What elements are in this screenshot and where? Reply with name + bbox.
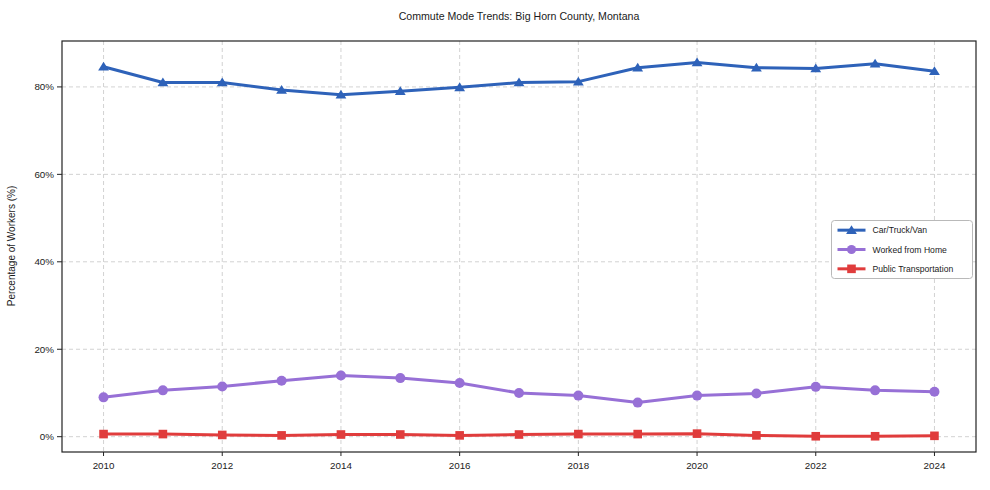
legend-item-car-truck-van: Car/Truck/Van — [838, 225, 928, 235]
square-marker — [574, 430, 583, 439]
circle-marker — [573, 391, 583, 401]
circle-marker — [514, 388, 524, 398]
square-marker — [515, 430, 524, 439]
square-marker — [337, 430, 346, 439]
legend-circle-marker-icon — [847, 245, 856, 254]
circle-marker — [395, 373, 405, 383]
square-marker — [99, 430, 108, 439]
chart-canvas: Commute Mode Trends: Big Horn County, Mo… — [0, 0, 990, 490]
chart-figure: Commute Mode Trends: Big Horn County, Mo… — [0, 0, 990, 490]
circle-marker — [870, 385, 880, 395]
legend-label: Car/Truck/Van — [873, 225, 928, 235]
x-tick-label: 2012 — [211, 460, 233, 471]
circle-marker — [336, 370, 346, 380]
square-marker — [277, 431, 286, 440]
legend-label: Worked from Home — [873, 245, 948, 255]
x-tick-label: 2016 — [449, 460, 471, 471]
plot-area: 2010 2012 2014 2016 2018 2020 2022 2024 0% 20% 40%… — [34, 41, 976, 471]
square-marker — [633, 430, 642, 439]
x-tick-label: 2018 — [567, 460, 589, 471]
square-marker — [752, 431, 761, 440]
x-tick-label: 2010 — [93, 460, 115, 471]
legend-item-public-transportation: Public Transportation — [838, 264, 954, 274]
circle-marker — [751, 388, 761, 398]
square-marker — [693, 429, 702, 438]
legend: Car/Truck/Van Worked from Home Public Tran… — [832, 221, 973, 279]
square-marker — [930, 432, 939, 441]
circle-marker — [277, 376, 287, 386]
series-car-truck-van — [98, 57, 940, 98]
y-tick-label: 0% — [40, 431, 54, 442]
legend-label: Public Transportation — [873, 264, 954, 274]
series-worked-from-home — [99, 370, 940, 407]
y-axis-label: Percentage of Workers (%) — [6, 186, 17, 306]
square-marker — [455, 431, 464, 440]
x-tick-label: 2022 — [805, 460, 827, 471]
y-tick-label: 20% — [34, 344, 54, 355]
circle-marker — [633, 398, 643, 408]
square-marker — [218, 431, 227, 440]
circle-marker — [692, 391, 702, 401]
legend-item-worked-from-home: Worked from Home — [838, 245, 948, 255]
chart-title: Commute Mode Trends: Big Horn County, Mo… — [399, 10, 640, 22]
y-tick-label: 60% — [34, 169, 54, 180]
x-tick-label: 2024 — [924, 460, 946, 471]
circle-marker — [455, 378, 465, 388]
circle-marker — [929, 387, 939, 397]
x-tick-label: 2020 — [686, 460, 708, 471]
circle-marker — [217, 381, 227, 391]
circle-marker — [158, 385, 168, 395]
square-marker — [159, 430, 168, 439]
legend-square-marker-icon — [847, 265, 856, 274]
y-tick-label: 40% — [34, 256, 54, 267]
square-marker — [871, 432, 880, 441]
square-marker — [811, 432, 820, 441]
square-marker — [396, 430, 405, 439]
triangle-marker — [98, 62, 109, 71]
circle-marker — [811, 382, 821, 392]
circle-marker — [99, 392, 109, 402]
x-tick-label: 2014 — [330, 460, 352, 471]
series-public-transportation — [99, 429, 939, 440]
y-tick-label: 80% — [34, 81, 54, 92]
